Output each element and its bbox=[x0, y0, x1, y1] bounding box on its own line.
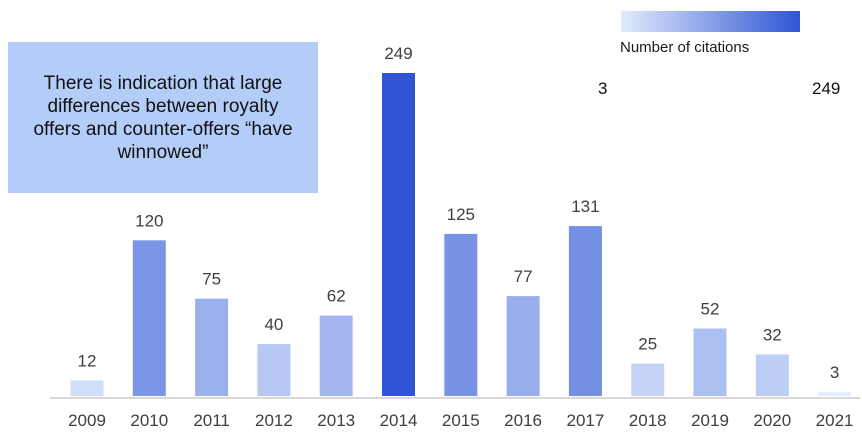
value-label-2020: 32 bbox=[763, 326, 782, 345]
x-tick-labels-group: 2009 2010 2011 2012 2013 2014 2015 2016 2017 2018… bbox=[68, 411, 853, 430]
value-label-2019: 52 bbox=[701, 300, 720, 319]
bar-2011 bbox=[195, 298, 229, 396]
bar-2016 bbox=[506, 296, 540, 396]
legend: Number of citations 3 249 bbox=[598, 11, 840, 98]
bar-2010 bbox=[132, 240, 166, 396]
bar-2017 bbox=[568, 226, 602, 396]
x-tick-2018: 2018 bbox=[629, 411, 667, 430]
legend-max-label: 249 bbox=[812, 79, 840, 98]
x-tick-2016: 2016 bbox=[504, 411, 542, 430]
value-label-2013: 62 bbox=[327, 287, 346, 306]
bar-2021 bbox=[818, 392, 852, 396]
x-tick-2017: 2017 bbox=[566, 411, 604, 430]
legend-min-label: 3 bbox=[598, 79, 607, 98]
bars-group bbox=[70, 73, 852, 396]
bar-2013 bbox=[319, 315, 353, 396]
legend-title: Number of citations bbox=[620, 39, 749, 56]
x-tick-2011: 2011 bbox=[193, 411, 230, 430]
value-label-2011: 75 bbox=[202, 270, 221, 289]
x-tick-2014: 2014 bbox=[380, 411, 418, 430]
value-label-2009: 12 bbox=[78, 351, 97, 370]
annotation-text: There is indication that large differenc… bbox=[33, 72, 293, 163]
bar-2012 bbox=[257, 344, 291, 396]
value-label-2017: 131 bbox=[571, 197, 599, 216]
x-tick-2015: 2015 bbox=[442, 411, 480, 430]
value-label-2010: 120 bbox=[135, 211, 163, 230]
bar-2018 bbox=[631, 363, 665, 396]
legend-gradient-bar bbox=[621, 11, 800, 32]
x-tick-2009: 2009 bbox=[68, 411, 106, 430]
x-tick-2010: 2010 bbox=[130, 411, 168, 430]
value-labels-group: 12 120 75 40 62 249 125 77 131 25 52 32 3 bbox=[78, 44, 840, 382]
value-label-2012: 40 bbox=[264, 315, 283, 334]
value-label-2015: 125 bbox=[447, 205, 475, 224]
bar-2019 bbox=[693, 328, 727, 396]
x-tick-2020: 2020 bbox=[753, 411, 791, 430]
x-tick-2013: 2013 bbox=[317, 411, 355, 430]
bar-2014 bbox=[382, 73, 415, 396]
x-tick-2021: 2021 bbox=[816, 411, 854, 430]
bar-2009 bbox=[70, 380, 104, 396]
bar-2015 bbox=[444, 233, 478, 396]
value-label-2014: 249 bbox=[384, 44, 412, 63]
value-label-2016: 77 bbox=[514, 267, 533, 286]
value-label-2021: 3 bbox=[830, 363, 839, 382]
bar-2020 bbox=[755, 354, 789, 396]
x-tick-2012: 2012 bbox=[255, 411, 293, 430]
annotation-callout: There is indication that large differenc… bbox=[8, 42, 318, 193]
x-tick-2019: 2019 bbox=[691, 411, 729, 430]
value-label-2018: 25 bbox=[638, 335, 657, 354]
